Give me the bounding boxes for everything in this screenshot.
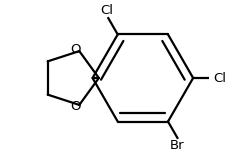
Text: Cl: Cl [100, 4, 113, 17]
Text: O: O [70, 100, 81, 113]
Text: Cl: Cl [213, 71, 226, 85]
Text: O: O [70, 43, 81, 56]
Text: Br: Br [170, 139, 185, 152]
